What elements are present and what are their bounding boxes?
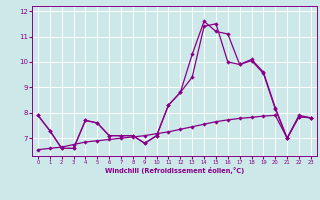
X-axis label: Windchill (Refroidissement éolien,°C): Windchill (Refroidissement éolien,°C) — [105, 167, 244, 174]
